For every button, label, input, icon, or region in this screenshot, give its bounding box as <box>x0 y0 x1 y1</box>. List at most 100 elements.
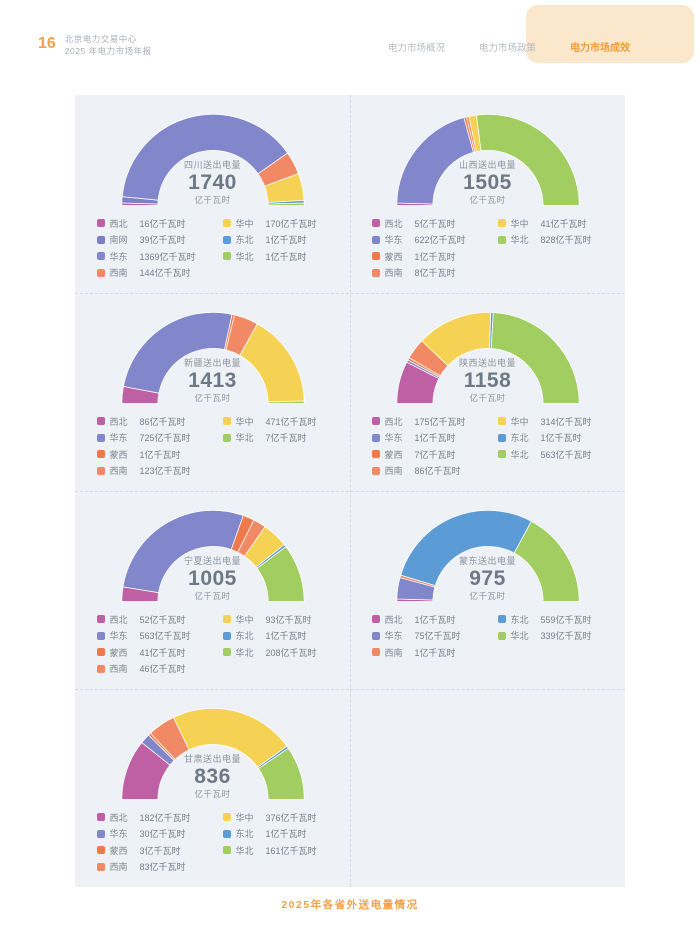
chart-cell-6: 甘肃送出电量 836 亿千瓦时西北 182亿千瓦时 华东 30亿千瓦时 蒙西 3亿千瓦时西南 8… <box>75 689 350 887</box>
legend-col-right: 华中 471亿千瓦时 华北 7亿千瓦时 <box>222 413 329 479</box>
legend-value: 339亿千瓦时 <box>540 631 592 642</box>
active-tab-background <box>526 5 694 63</box>
donut-segment-华北 <box>255 546 305 602</box>
legend-region-name: 西北 <box>109 614 128 625</box>
legend-region-name: 蒙西 <box>109 449 128 460</box>
legend-col-left: 西北 52亿千瓦时 华东 563亿千瓦时 蒙西 41亿千瓦时 西南 46亿千瓦时 <box>96 611 211 677</box>
legend-value: 30亿千瓦时 <box>139 829 186 840</box>
legend-swatch-icon <box>497 417 506 426</box>
legend-swatch-icon <box>96 268 105 277</box>
legend-region-name: 华北 <box>235 433 254 444</box>
donut-svg <box>120 312 305 404</box>
legend-region-name: 华北 <box>235 845 254 856</box>
legend-value: 8亿千瓦时 <box>414 268 456 279</box>
grid-divider-horizontal <box>75 293 625 294</box>
legend-value: 46亿千瓦时 <box>139 664 186 675</box>
legend-col-right: 华中 93亿千瓦时 东北 1亿千瓦时 华北 208亿千瓦时 <box>222 611 329 677</box>
legend-swatch-icon <box>96 466 105 475</box>
legend-value: 1亿千瓦时 <box>265 235 307 246</box>
legend-swatch-icon <box>371 615 380 624</box>
legend-swatch-icon <box>222 219 231 228</box>
page-header: 16 北京电力交易中心 2025 年电力市场年报 电力市场概况 电力市场政策 电力市… <box>0 0 700 95</box>
donut-svg <box>120 707 305 800</box>
legend-value: 1亿千瓦时 <box>414 251 456 262</box>
legend-item-华东: 华东 30亿千瓦时 <box>96 826 211 843</box>
legend-value: 1亿千瓦时 <box>414 614 456 625</box>
legend-item-华北: 华北 7亿千瓦时 <box>222 430 329 447</box>
legend-value: 1亿千瓦时 <box>414 647 456 658</box>
legend-value: 144亿千瓦时 <box>139 268 191 279</box>
legend-value: 1369亿千瓦时 <box>139 251 196 262</box>
legend-value: 83亿千瓦时 <box>139 862 186 873</box>
legend-region-name: 东北 <box>235 631 254 642</box>
legend-item-华东: 华东 725亿千瓦时 <box>96 430 211 447</box>
legend-region-name: 西南 <box>109 862 128 873</box>
nav-tab-2[interactable]: 电力市场成效 <box>570 43 630 54</box>
donut-chart: 甘肃送出电量 836 亿千瓦时 <box>118 704 308 801</box>
org-subtitle: 2025 年电力市场年报 <box>64 46 152 56</box>
legend-item-华东: 华东 1369亿千瓦时 <box>96 248 211 265</box>
chart-cell-0: 四川送出电量 1740 亿千瓦时 西北 16亿千瓦时 南网 39亿千瓦时 华东 1369亿千瓦时… <box>75 95 350 293</box>
legend-swatch-icon <box>96 862 105 871</box>
legend-region-name: 东北 <box>235 829 254 840</box>
legend-value: 16亿千瓦时 <box>139 218 186 229</box>
legend-swatch-icon <box>497 433 506 442</box>
legend-col-right: 华中 376亿千瓦时 东北 1亿千瓦时 华北 161亿千瓦时 <box>222 809 329 875</box>
legend-region-name: 华北 <box>510 449 529 460</box>
legend-swatch-icon <box>96 235 105 244</box>
legend-value: 622亿千瓦时 <box>414 235 466 246</box>
legend-region-name: 华北 <box>510 631 529 642</box>
legend-swatch-icon <box>222 648 231 657</box>
legend-item-西北: 西北 182亿千瓦时 <box>96 809 211 826</box>
legend-region-name: 华北 <box>510 235 529 246</box>
legend-swatch-icon <box>497 631 506 640</box>
legend-item-东北: 东北 1亿千瓦时 <box>222 826 329 843</box>
header-left: 16 北京电力交易中心 2025 年电力市场年报 <box>38 33 152 57</box>
legend-item-西北: 西北 175亿千瓦时 <box>371 413 486 430</box>
legend-swatch-icon <box>96 648 105 657</box>
legend-value: 314亿千瓦时 <box>540 416 592 427</box>
legend-value: 1亿千瓦时 <box>540 433 582 444</box>
legend-col-left: 西北 5亿千瓦时 华东 622亿千瓦时 蒙西 1亿千瓦时 西南 8亿千瓦时 <box>371 215 486 281</box>
legend-region-name: 西北 <box>109 812 128 823</box>
legend-region-name: 西北 <box>109 416 128 427</box>
legend-swatch-icon <box>497 615 506 624</box>
legend-swatch-icon <box>222 433 231 442</box>
legend-swatch-icon <box>371 219 380 228</box>
legend-swatch-icon <box>222 417 231 426</box>
chart-cell-1: 山西送出电量 1505 亿千瓦时 西北 5亿千瓦时 华东 622亿千瓦时 蒙西 1亿千瓦时 西南 8… <box>350 95 625 293</box>
legend-swatch-icon <box>371 631 380 640</box>
legend-item-华北: 华北 339亿千瓦时 <box>497 628 604 645</box>
legend-swatch-icon <box>497 219 506 228</box>
legend: 西北 5亿千瓦时 华东 622亿千瓦时 蒙西 1亿千瓦时 西南 8亿千瓦时 华中 41亿千瓦时 华北… <box>371 215 604 281</box>
legend-value: 7亿千瓦时 <box>414 449 456 460</box>
legend-swatch-icon <box>222 631 231 640</box>
nav-tab-1[interactable]: 电力市场政策 <box>478 42 536 54</box>
legend-item-华中: 华中 93亿千瓦时 <box>222 611 329 628</box>
legend-item-蒙西: 蒙西 1亿千瓦时 <box>96 446 211 463</box>
donut-segment-东北 <box>399 509 532 587</box>
legend-value: 86亿千瓦时 <box>414 466 461 477</box>
nav-tab-0[interactable]: 电力市场概况 <box>387 42 445 54</box>
legend-col-right: 华中 170亿千瓦时 东北 1亿千瓦时 华北 1亿千瓦时 <box>222 215 329 281</box>
donut-chart: 陕西送出电量 1158 亿千瓦时 <box>393 308 583 405</box>
legend-item-华中: 华中 41亿千瓦时 <box>497 215 604 232</box>
legend-value: 828亿千瓦时 <box>540 235 592 246</box>
legend-item-蒙西: 蒙西 1亿千瓦时 <box>371 248 486 265</box>
legend-value: 1亿千瓦时 <box>414 433 456 444</box>
legend-region-name: 蒙西 <box>384 449 403 460</box>
legend-value: 725亿千瓦时 <box>139 433 191 444</box>
legend-value: 86亿千瓦时 <box>139 416 186 427</box>
legend-item-华北: 华北 208亿千瓦时 <box>222 644 329 661</box>
nav-tabs: 电力市场概况 电力市场政策 电力市场成效 <box>387 39 630 55</box>
legend-col-left: 西北 182亿千瓦时 华东 30亿千瓦时 蒙西 3亿千瓦时西南 83亿千瓦时 <box>96 809 211 875</box>
legend-region-name: 西南 <box>109 466 128 477</box>
legend-item-蒙西: 蒙西 3亿千瓦时 <box>96 842 211 859</box>
donut-svg <box>120 113 305 206</box>
grid-divider-horizontal <box>75 491 625 492</box>
legend-region-name: 西南 <box>109 664 128 675</box>
donut-segment-华北 <box>267 202 305 206</box>
legend-swatch-icon <box>96 417 105 426</box>
donut-svg <box>395 509 580 602</box>
legend-value: 563亿千瓦时 <box>139 631 191 642</box>
